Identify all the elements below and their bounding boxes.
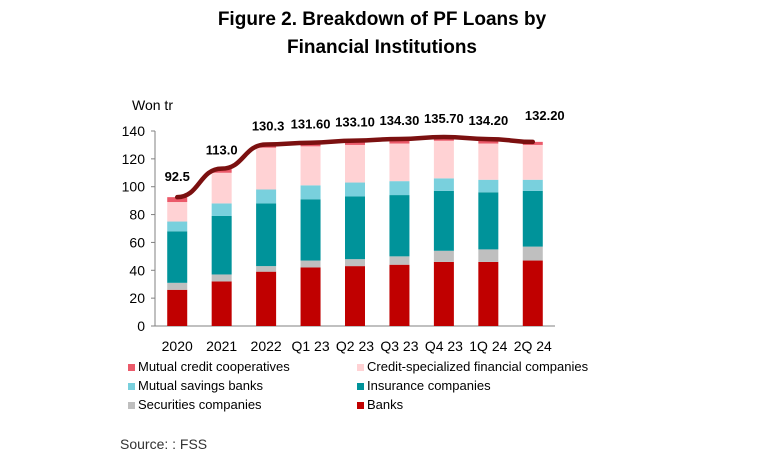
- total-data-label: 132.20: [525, 108, 565, 123]
- legend-label: Securities companies: [138, 397, 262, 412]
- bar-insurance-companies: [522, 190, 543, 247]
- total-data-label: 113.0: [206, 143, 238, 158]
- y-tick-label: 60: [129, 234, 145, 250]
- y-tick-label: 120: [122, 151, 146, 167]
- total-data-label: 134.30: [380, 113, 420, 128]
- legend-label: Mutual savings banks: [138, 378, 264, 393]
- page-title: Figure 2. Breakdown of PF Loans by Finan…: [0, 6, 764, 62]
- bar-credit-specialized-financial-companies: [256, 147, 277, 190]
- bar-insurance-companies: [345, 196, 365, 260]
- bar-insurance-companies: [167, 231, 188, 283]
- bar-securities-companies: [433, 250, 454, 262]
- total-data-label: 92.5: [165, 169, 190, 184]
- bar-banks: [211, 281, 232, 326]
- x-tick-label: 2Q 24: [514, 338, 552, 354]
- y-tick-label: 20: [129, 290, 145, 306]
- bar-credit-specialized-financial-companies: [167, 202, 188, 222]
- total-data-label: 131.60: [291, 117, 331, 132]
- bar-securities-companies: [345, 259, 365, 267]
- title-line-2: Financial Institutions: [286, 37, 477, 58]
- y-axis-label: Won tr: [132, 97, 173, 113]
- bar-mutual-savings-banks: [167, 221, 188, 232]
- y-tick-label: 100: [122, 179, 146, 195]
- total-data-label: 133.10: [335, 115, 375, 130]
- bar-securities-companies: [478, 249, 499, 262]
- bar-mutual-savings-banks: [300, 185, 321, 200]
- bar-mutual-savings-banks: [522, 179, 543, 191]
- bar-securities-companies: [300, 260, 321, 268]
- legend-swatch: [128, 402, 135, 410]
- x-tick-label: 2020: [162, 338, 193, 354]
- bar-credit-specialized-financial-companies: [300, 146, 321, 186]
- bar-insurance-companies: [211, 215, 232, 275]
- total-data-label: 135.70: [424, 111, 464, 126]
- bar-insurance-companies: [300, 199, 321, 261]
- x-tick-label: Q1 23: [291, 338, 329, 354]
- bar-banks: [389, 264, 410, 326]
- bar-mutual-savings-banks: [389, 181, 410, 196]
- x-tick-label: Q3 23: [380, 338, 418, 354]
- bar-insurance-companies: [478, 192, 499, 250]
- x-tick-label: 1Q 24: [469, 338, 507, 354]
- bar-banks: [300, 267, 321, 326]
- total-data-label: 134.20: [468, 113, 508, 128]
- x-tick-label: 2022: [251, 338, 282, 354]
- bar-mutual-savings-banks: [211, 203, 232, 216]
- y-tick-label: 40: [129, 262, 145, 278]
- y-tick-label: 80: [129, 207, 145, 223]
- legend-label: Mutual credit cooperatives: [138, 359, 290, 374]
- legend-label: Banks: [367, 397, 404, 412]
- bar-banks: [345, 266, 365, 326]
- bar-insurance-companies: [433, 190, 454, 251]
- bar-banks: [167, 289, 188, 326]
- legend-swatch: [357, 402, 364, 410]
- legend-item: Insurance companies: [357, 378, 491, 393]
- bar-mutual-credit-cooperatives: [389, 138, 410, 144]
- bar-banks: [433, 261, 454, 326]
- legend-item: Mutual savings banks: [128, 378, 263, 393]
- legend-swatch: [128, 364, 135, 372]
- x-tick-label: Q2 23: [336, 338, 374, 354]
- legend-item: Mutual credit cooperatives: [128, 359, 290, 374]
- bar-mutual-credit-cooperatives: [167, 197, 188, 203]
- bar-securities-companies: [211, 274, 232, 282]
- x-tick-label: 2021: [206, 338, 237, 354]
- bar-credit-specialized-financial-companies: [478, 143, 499, 180]
- bar-mutual-savings-banks: [256, 189, 277, 204]
- total-data-label: 130.3: [252, 119, 285, 134]
- legend-swatch: [357, 364, 364, 372]
- bar-securities-companies: [522, 246, 543, 261]
- source-note: Source: : FSS: [120, 436, 208, 452]
- legend-swatch: [128, 383, 135, 391]
- legend-label: Credit-specialized financial companies: [367, 359, 589, 374]
- bar-credit-specialized-financial-companies: [389, 143, 410, 182]
- y-tick-label: 140: [122, 123, 146, 139]
- legend-swatch: [357, 383, 364, 391]
- total-line: [174, 134, 536, 200]
- bar-banks: [522, 260, 543, 326]
- x-tick-label: Q4 23: [425, 338, 463, 354]
- bar-mutual-savings-banks: [433, 178, 454, 191]
- bar-securities-companies: [167, 282, 188, 290]
- legend-label: Insurance companies: [367, 378, 491, 393]
- title-line-1: Figure 2. Breakdown of PF Loans by: [217, 9, 547, 30]
- bar-securities-companies: [389, 256, 410, 265]
- bar-credit-specialized-financial-companies: [522, 144, 543, 180]
- bar-insurance-companies: [389, 195, 410, 257]
- bar-credit-specialized-financial-companies: [211, 172, 232, 204]
- y-tick-label: 0: [137, 318, 145, 334]
- bar-insurance-companies: [256, 203, 277, 267]
- legend-item: Securities companies: [128, 397, 262, 412]
- bar-securities-companies: [256, 266, 277, 272]
- legend-item: Credit-specialized financial companies: [357, 359, 588, 374]
- bar-credit-specialized-financial-companies: [345, 144, 365, 183]
- bar-mutual-savings-banks: [478, 179, 499, 193]
- bar-mutual-savings-banks: [345, 182, 365, 197]
- legend-item: Banks: [357, 397, 403, 412]
- bar-banks: [478, 261, 499, 326]
- bar-banks: [256, 271, 277, 326]
- bar-credit-specialized-financial-companies: [433, 140, 454, 179]
